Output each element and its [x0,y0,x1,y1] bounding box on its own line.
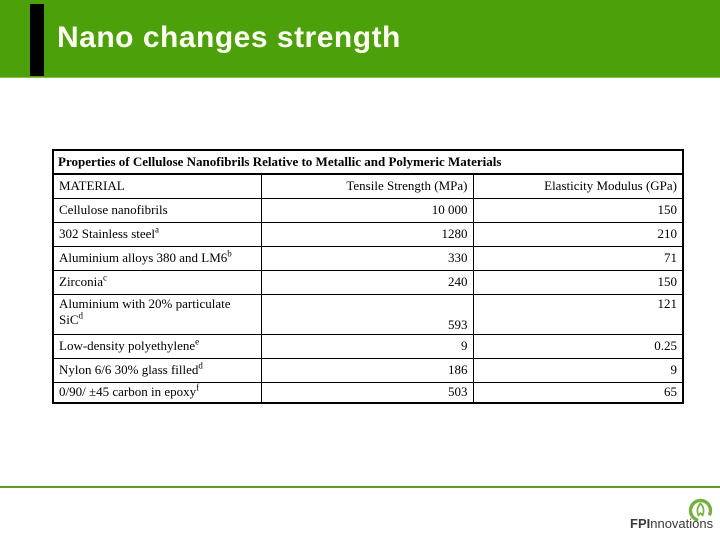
table-row: Aluminium with 20% particulate SiCd 593 … [52,293,685,335]
material-cell: Aluminium with 20% particulate SiCd [52,293,262,335]
material-cell: Low-density polyethylenee [52,333,262,359]
table-header-row: MATERIAL Tensile Strength (MPa) Elastici… [52,173,685,199]
tensile-cell: 186 [260,357,474,383]
table-row: Aluminium alloys 380 and LM6b 330 71 [52,245,685,271]
tensile-cell: 9 [260,333,474,359]
modulus-cell: 71 [472,245,685,271]
table-row: Cellulose nanofibrils 10 000 150 [52,197,685,223]
column-header-material: MATERIAL [52,173,262,199]
column-header-modulus: Elasticity Modulus (GPa) [472,173,685,199]
table-row: Zirconiac 240 150 [52,269,685,295]
material-cell: 302 Stainless steela [52,221,262,247]
page-title: Nano changes strength [57,21,401,54]
modulus-cell: 9 [472,357,685,383]
material-cell: Zirconiac [52,269,262,295]
modulus-cell: 210 [472,221,685,247]
table-row: Nylon 6/6 30% glass filledd 186 9 [52,357,685,383]
table-caption-row: Properties of Cellulose Nanofibrils Rela… [51,149,685,175]
material-cell: Cellulose nanofibrils [52,197,262,223]
material-cell: Nylon 6/6 30% glass filledd [52,357,262,383]
modulus-cell: 0.25 [472,333,685,359]
modulus-cell: 150 [472,269,685,295]
table-row: Low-density polyethylenee 9 0.25 [52,333,685,359]
modulus-cell: 121 [472,293,685,335]
tensile-cell: 1280 [260,221,474,247]
material-cell: 0/90/ ±45 carbon in epoxyf [52,381,262,404]
tensile-cell: 503 [260,381,474,404]
fpinnovations-leaf-logo-icon [688,498,713,523]
tensile-cell: 330 [260,245,474,271]
modulus-cell: 150 [472,197,685,223]
accent-bar [30,4,44,76]
material-cell: Aluminium alloys 380 and LM6b [52,245,262,271]
header-bar [0,0,720,78]
modulus-cell: 65 [472,381,685,404]
table-caption: Properties of Cellulose Nanofibrils Rela… [51,149,685,175]
properties-table: Properties of Cellulose Nanofibrils Rela… [51,149,685,404]
table-row: 302 Stainless steela 1280 210 [52,221,685,247]
table-row: 0/90/ ±45 carbon in epoxyf 503 65 [52,381,685,404]
tensile-cell: 240 [260,269,474,295]
brand-bold-text: FPI [630,516,651,531]
tensile-cell: 593 [260,293,474,335]
column-header-tensile: Tensile Strength (MPa) [260,173,474,199]
footer-divider [0,486,720,488]
tensile-cell: 10 000 [260,197,474,223]
